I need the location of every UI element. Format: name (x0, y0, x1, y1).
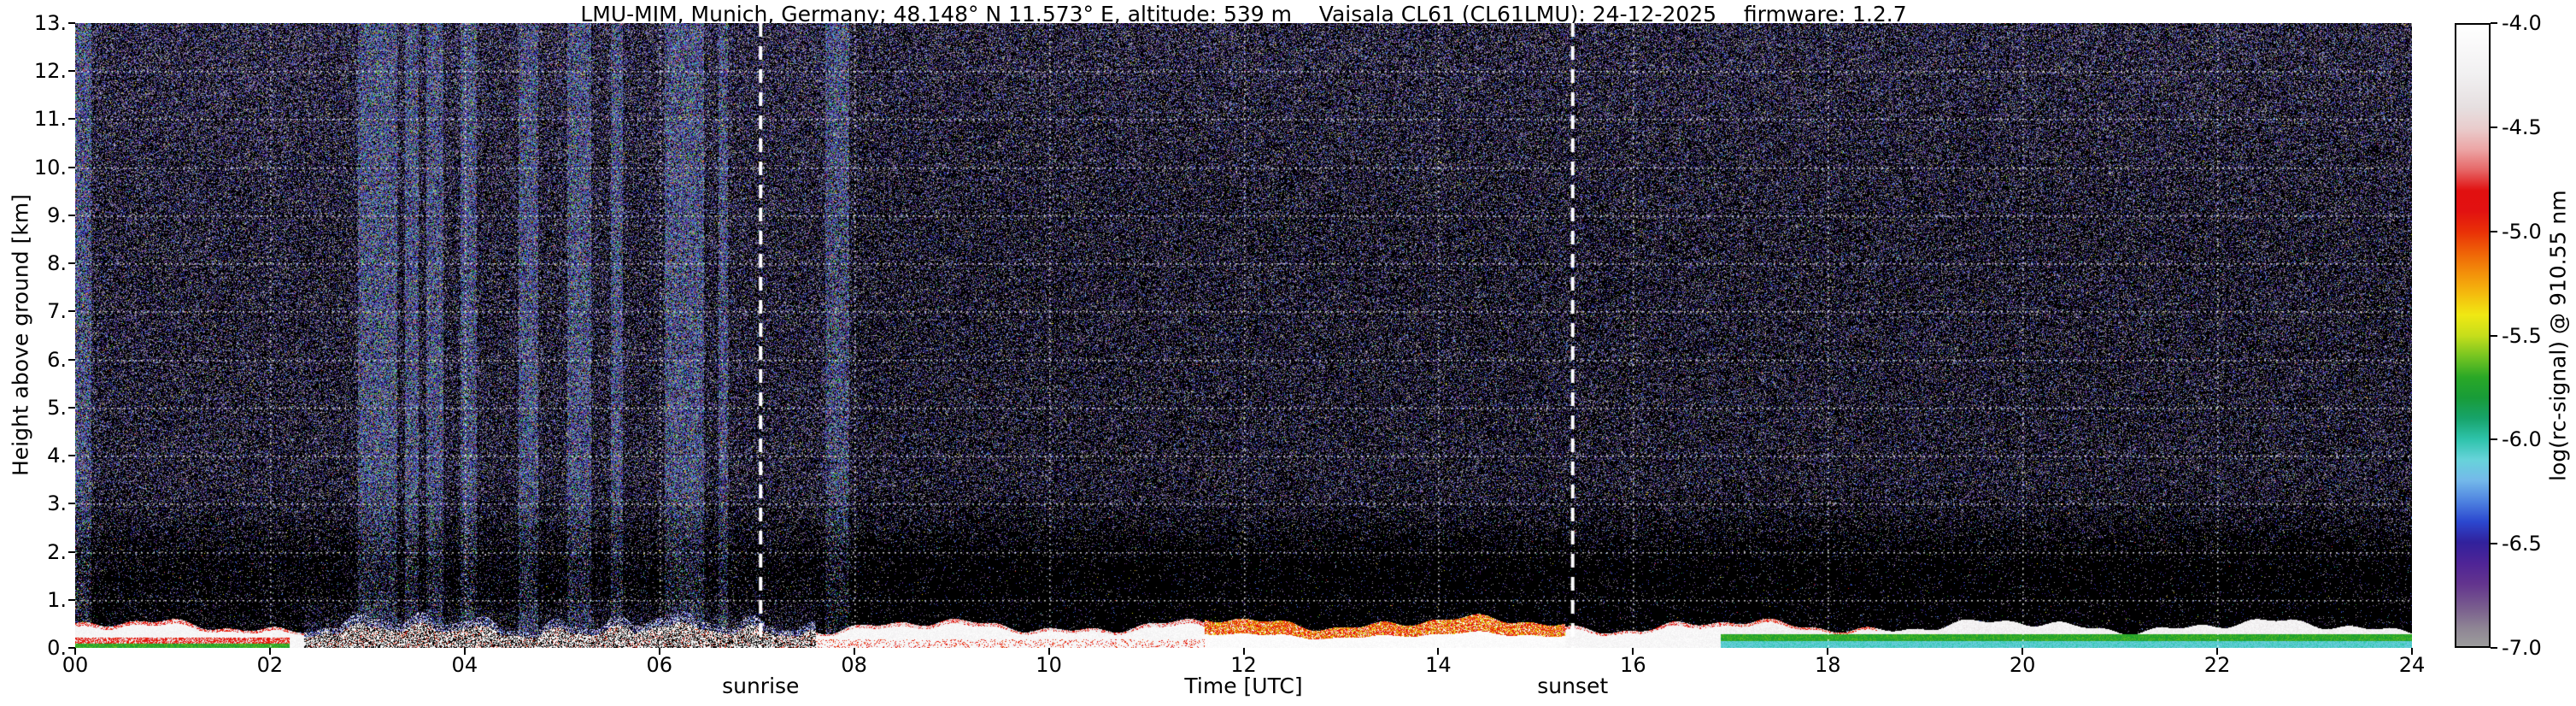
x-tick-mark (1047, 648, 1050, 655)
y-tick-label: 8. (47, 251, 67, 276)
y-tick-mark (68, 503, 75, 505)
y-tick-mark (68, 647, 75, 649)
x-tick-mark (74, 648, 76, 655)
x-tick-mark (853, 648, 855, 655)
y-tick-label: 5. (47, 395, 67, 420)
y-tick-mark (68, 550, 75, 553)
colorbar (2455, 23, 2491, 648)
y-tick-mark (68, 598, 75, 601)
colorbar-tick-mark (2491, 647, 2497, 649)
x-tick-mark (1632, 648, 1634, 655)
colorbar-tick-label: -5.5 (2502, 323, 2542, 348)
colorbar-tick-mark (2491, 126, 2497, 128)
colorbar-label: log(rc-signal) @ 910.55 nm (2545, 190, 2571, 481)
x-tick-mark (1827, 648, 1829, 655)
x-tick-label: 04 (451, 653, 478, 677)
x-tick-label: 08 (841, 653, 867, 677)
y-tick-label: 9. (47, 203, 67, 227)
x-tick-mark (268, 648, 271, 655)
y-tick-label: 2. (47, 539, 67, 564)
y-tick-label: 6. (47, 347, 67, 372)
x-tick-label: 22 (2203, 653, 2231, 677)
x-tick-label: 14 (1425, 653, 1452, 677)
x-tick-mark (2021, 648, 2024, 655)
colorbar-tick-mark (2491, 230, 2497, 232)
y-tick-label: 1. (47, 587, 67, 612)
x-tick-label: 10 (1036, 653, 1062, 677)
y-tick-mark (68, 118, 75, 121)
x-tick-label: 02 (256, 653, 284, 677)
y-tick-label: 7. (47, 299, 67, 324)
x-tick-mark (2411, 648, 2413, 655)
x-axis-label: Time [UTC] (1184, 674, 1303, 698)
y-tick-label: 11. (33, 107, 67, 132)
x-tick-label: 24 (2398, 653, 2426, 677)
heatmap-canvas (75, 23, 2412, 648)
y-tick-mark (68, 406, 75, 409)
chart-title: LMU-MIM, Munich, Germany; 48.148° N 11.5… (580, 2, 1907, 26)
y-tick-mark (68, 166, 75, 168)
x-tick-mark (2216, 648, 2219, 655)
x-tick-label: 20 (2009, 653, 2036, 677)
x-tick-mark (463, 648, 466, 655)
x-tick-mark (658, 648, 660, 655)
colorbar-tick-label: -7.0 (2502, 636, 2542, 660)
annotation-label: sunset (1537, 674, 1609, 698)
x-tick-mark (1242, 648, 1245, 655)
x-tick-label: 06 (646, 653, 673, 677)
x-tick-mark (1437, 648, 1440, 655)
x-tick-label: 18 (1814, 653, 1841, 677)
y-tick-label: 12. (33, 59, 67, 84)
y-tick-mark (68, 70, 75, 73)
colorbar-tick-label: -6.5 (2502, 532, 2542, 556)
y-tick-mark (68, 214, 75, 216)
plot-area (75, 23, 2412, 648)
annotation-label: sunrise (722, 674, 800, 698)
colorbar-tick-mark (2491, 334, 2497, 337)
y-tick-mark (68, 262, 75, 265)
y-tick-mark (68, 310, 75, 313)
y-tick-mark (68, 455, 75, 457)
y-tick-mark (68, 22, 75, 24)
y-tick-label: 4. (47, 444, 67, 468)
colorbar-tick-mark (2491, 22, 2497, 24)
colorbar-tick-label: -6.0 (2502, 427, 2542, 452)
colorbar-tick-mark (2491, 543, 2497, 545)
colorbar-tick-label: -4.5 (2502, 115, 2542, 139)
x-tick-label: 00 (62, 653, 89, 677)
x-tick-label: 12 (1230, 653, 1257, 677)
colorbar-tick-label: -5.0 (2502, 219, 2542, 244)
x-tick-label: 16 (1620, 653, 1646, 677)
colorbar-tick-label: -4.0 (2502, 11, 2542, 35)
y-tick-label: 13. (33, 11, 67, 35)
y-tick-label: 10. (33, 155, 67, 179)
colorbar-tick-mark (2491, 438, 2497, 441)
y-tick-mark (68, 358, 75, 361)
y-tick-label: 0. (47, 636, 67, 660)
y-tick-label: 3. (47, 491, 67, 516)
